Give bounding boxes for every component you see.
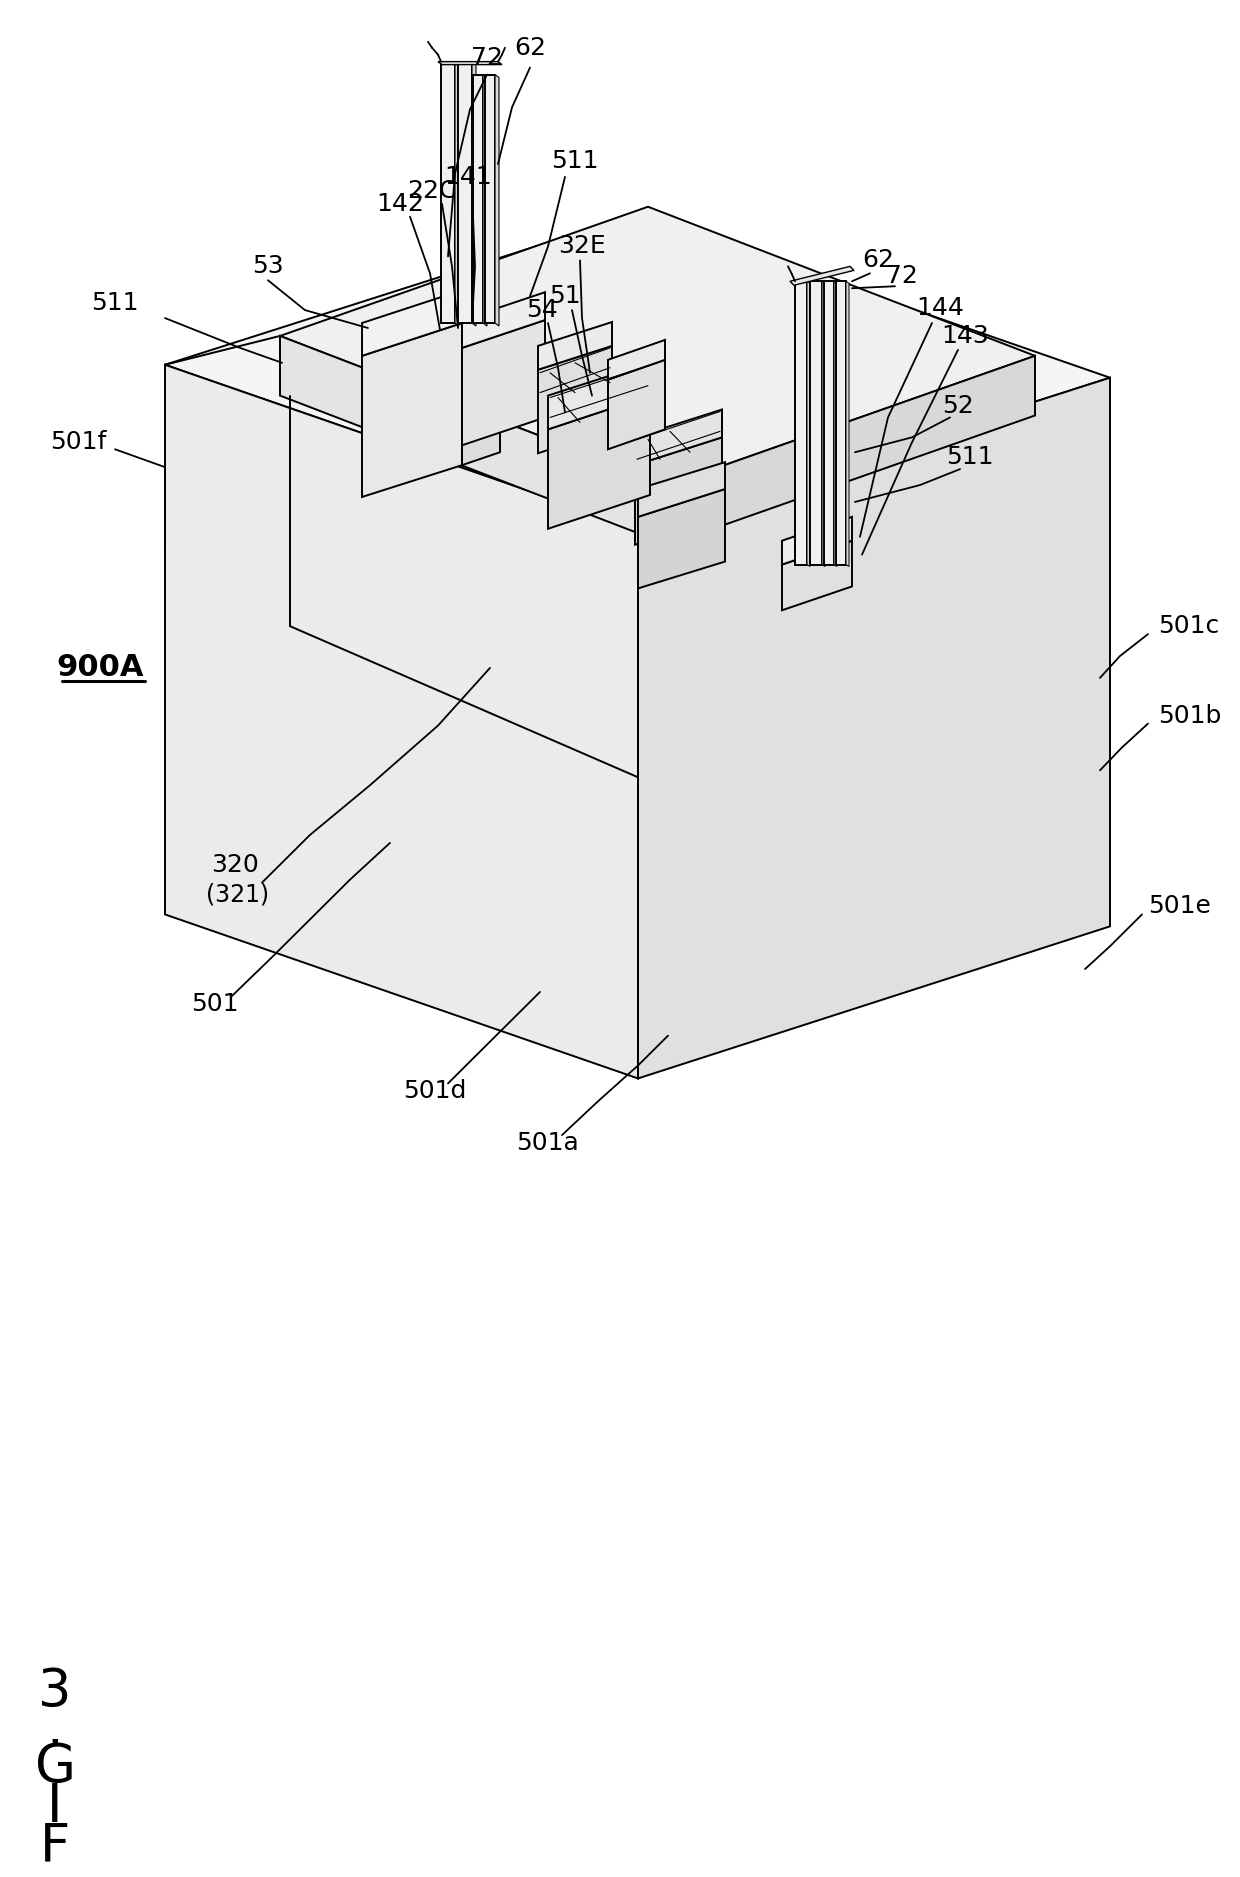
Polygon shape	[846, 282, 849, 567]
Polygon shape	[165, 364, 639, 1079]
Polygon shape	[438, 62, 502, 64]
Text: 144: 144	[916, 297, 963, 321]
Polygon shape	[639, 462, 725, 516]
Polygon shape	[548, 396, 650, 529]
Polygon shape	[455, 62, 459, 327]
Polygon shape	[639, 377, 1110, 1079]
Polygon shape	[668, 357, 1035, 544]
Polygon shape	[362, 323, 463, 497]
Text: 54: 54	[526, 298, 558, 323]
Polygon shape	[484, 75, 487, 327]
Polygon shape	[463, 310, 500, 465]
Text: 501d: 501d	[403, 1079, 466, 1104]
Polygon shape	[165, 214, 1110, 529]
Text: 501c: 501c	[1158, 614, 1219, 638]
Polygon shape	[472, 75, 484, 323]
Polygon shape	[608, 360, 665, 449]
Polygon shape	[485, 75, 495, 323]
Text: 501b: 501b	[1158, 704, 1221, 728]
Text: 511: 511	[92, 291, 139, 315]
Text: 3: 3	[38, 1665, 72, 1717]
Text: 142: 142	[376, 191, 424, 216]
Text: 143: 143	[941, 325, 988, 347]
Polygon shape	[280, 336, 668, 544]
Polygon shape	[635, 437, 722, 544]
Polygon shape	[458, 62, 472, 323]
Polygon shape	[548, 362, 650, 430]
Polygon shape	[782, 516, 852, 565]
Polygon shape	[835, 282, 837, 567]
Polygon shape	[810, 282, 822, 565]
Text: (321): (321)	[206, 882, 269, 907]
Polygon shape	[639, 490, 725, 588]
Text: .: .	[47, 1706, 63, 1757]
Polygon shape	[495, 75, 498, 327]
Polygon shape	[635, 409, 722, 465]
Text: 501: 501	[191, 991, 239, 1015]
Polygon shape	[825, 282, 835, 565]
Text: 22C: 22C	[407, 178, 456, 203]
Polygon shape	[441, 62, 455, 323]
Text: 52: 52	[942, 394, 973, 417]
Text: 62: 62	[862, 248, 894, 272]
Polygon shape	[362, 291, 463, 357]
Polygon shape	[608, 340, 665, 379]
Polygon shape	[538, 323, 613, 370]
Text: 501f: 501f	[50, 430, 107, 454]
Text: 51: 51	[549, 283, 580, 308]
Polygon shape	[463, 293, 546, 347]
Polygon shape	[795, 282, 807, 565]
Text: 141: 141	[444, 165, 492, 190]
Text: 501a: 501a	[517, 1132, 579, 1154]
Text: 900A: 900A	[56, 653, 144, 683]
Text: 320: 320	[211, 852, 259, 877]
Polygon shape	[472, 62, 476, 327]
Text: I: I	[47, 1781, 63, 1834]
Text: 72: 72	[471, 45, 503, 69]
Text: 511: 511	[946, 445, 993, 469]
Text: 72: 72	[887, 265, 918, 289]
Text: 53: 53	[252, 255, 284, 278]
Polygon shape	[836, 282, 846, 565]
Text: G: G	[35, 1742, 76, 1793]
Polygon shape	[782, 541, 852, 610]
Text: F: F	[40, 1821, 71, 1873]
Polygon shape	[538, 345, 613, 452]
Polygon shape	[807, 282, 810, 567]
Text: 32E: 32E	[558, 235, 606, 259]
Polygon shape	[463, 321, 546, 445]
Text: 511: 511	[552, 148, 599, 173]
Text: 501e: 501e	[1148, 895, 1211, 918]
Polygon shape	[822, 282, 825, 567]
Polygon shape	[790, 267, 854, 285]
Polygon shape	[280, 206, 1035, 484]
Text: 62: 62	[515, 36, 546, 60]
